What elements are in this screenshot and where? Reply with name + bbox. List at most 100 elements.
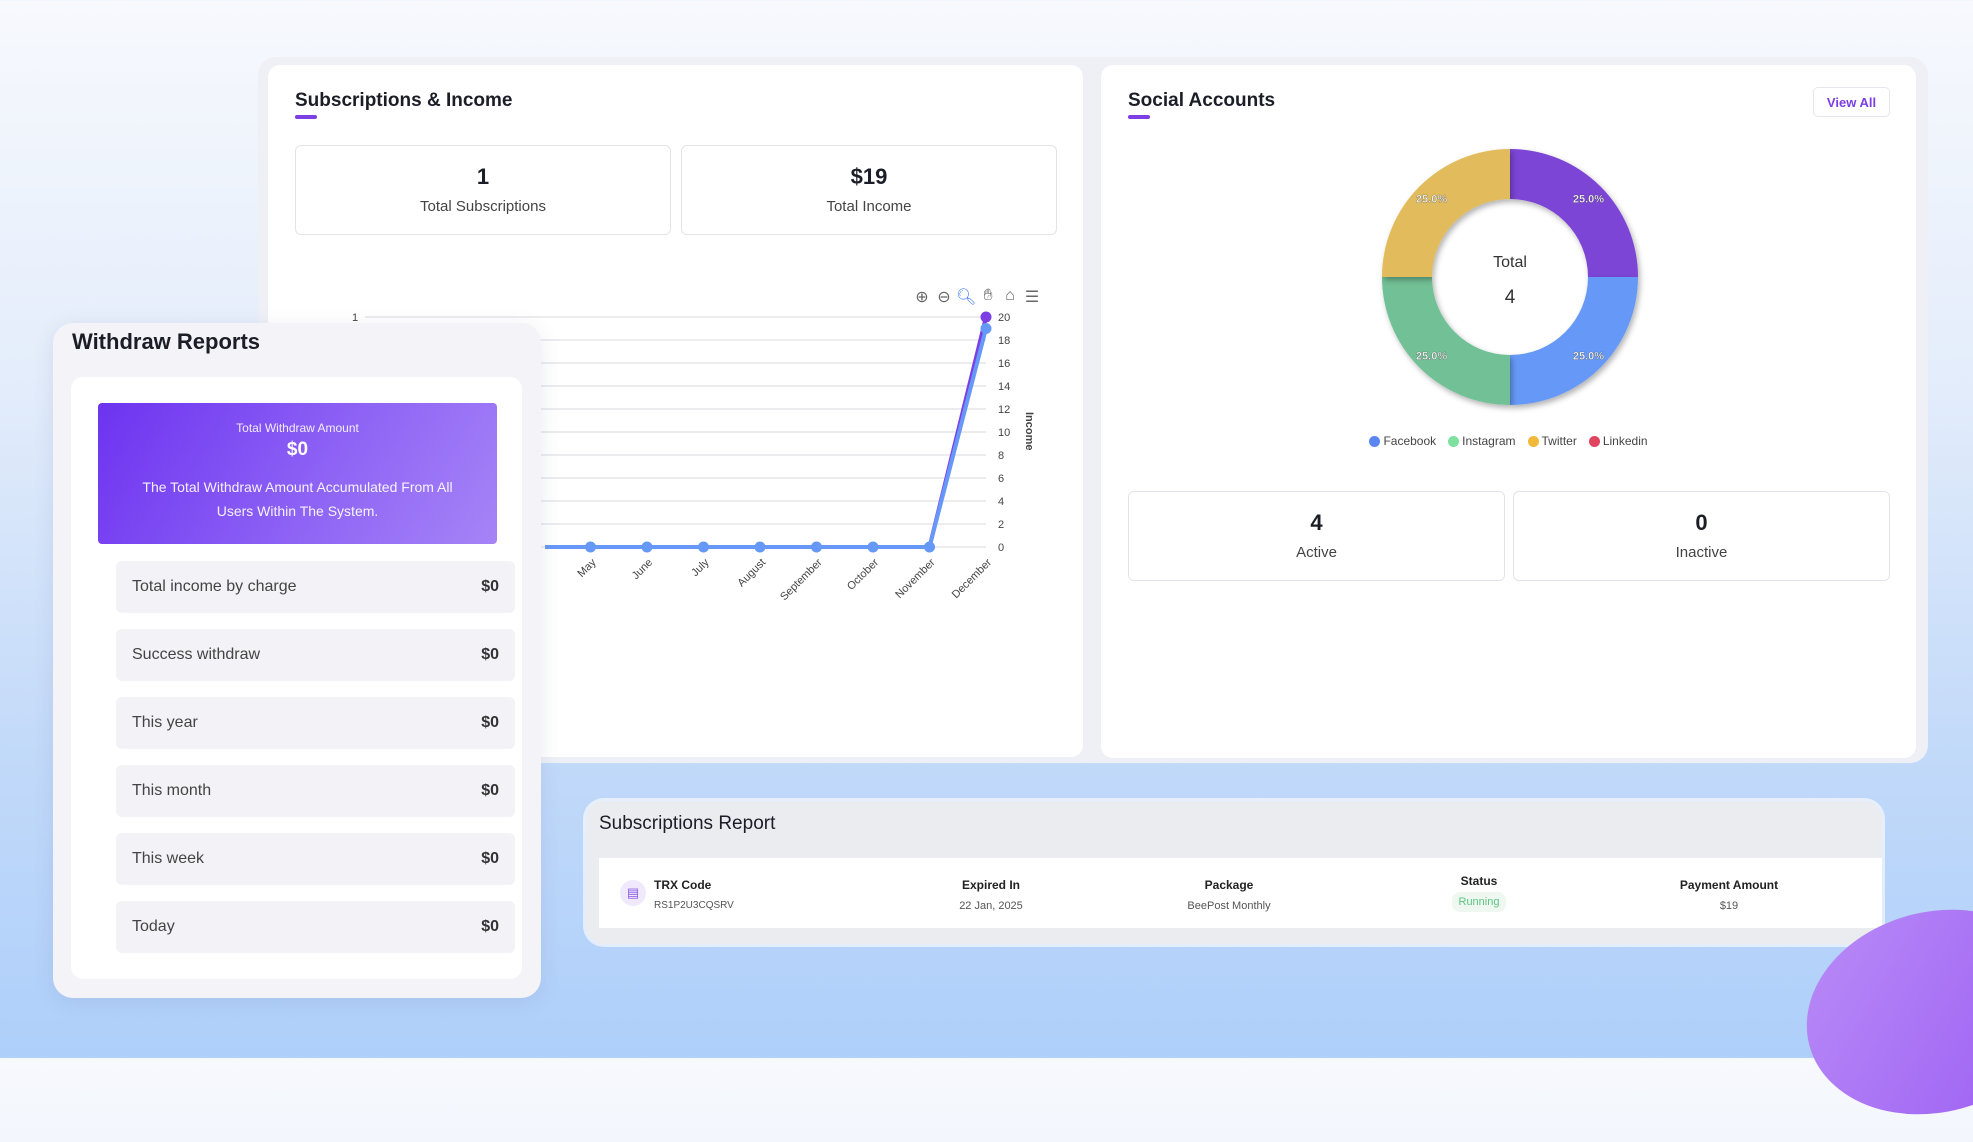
cell-value: 22 Jan, 2025 — [959, 900, 1023, 912]
withdraw-reports-panel: Withdraw Reports Total Withdraw Amount $… — [53, 323, 541, 998]
zoom-in-icon[interactable]: ⊕ — [915, 289, 929, 306]
x-tick-label: December — [950, 556, 995, 601]
zoom-out-icon[interactable]: ⊖ — [937, 289, 951, 306]
right-tick-label: 10 — [998, 427, 1010, 439]
column-header: TRX Code — [654, 878, 712, 892]
row-value: $0 — [481, 782, 499, 799]
legend-dot — [1369, 435, 1381, 447]
right-tick-label: 8 — [998, 450, 1004, 462]
active-stat: 4 Active — [1128, 491, 1505, 581]
view-all-button[interactable]: View All — [1813, 87, 1890, 117]
reset-home-icon[interactable]: ⌂ — [1005, 287, 1015, 304]
legend-item[interactable]: Twitter — [1527, 434, 1577, 448]
row-value: $0 — [481, 714, 499, 731]
banner-value: $0 — [286, 439, 309, 460]
cell-value: RS1P2U3CQSRV — [654, 900, 734, 911]
series-line — [545, 327, 988, 549]
stat-value: $19 — [850, 164, 888, 189]
cell-value: BeePost Monthly — [1187, 900, 1271, 912]
data-point[interactable] — [980, 323, 992, 334]
legend-label: Twitter — [1541, 434, 1577, 448]
social-donut-chart: 25.0% 25.0% 25.0% 25.0% Total 4 — [1382, 149, 1638, 405]
stat-value: 1 — [476, 164, 490, 189]
x-tick-label: October — [845, 556, 881, 592]
x-tick-label: August — [735, 557, 768, 590]
row-label: This week — [132, 850, 205, 867]
right-tick-label: 6 — [998, 473, 1004, 485]
data-point[interactable] — [867, 541, 879, 553]
chart-toolbar: ⊕ ⊖ 🔍︎ ✋︎ ⌂ ☰ — [912, 287, 1042, 307]
row-label: Today — [132, 918, 175, 935]
withdraw-row: This year $0 — [116, 697, 515, 749]
donut-center-label: Total — [1493, 254, 1527, 271]
menu-icon[interactable]: ☰ — [1024, 289, 1040, 306]
withdraw-row: This week $0 — [116, 833, 515, 885]
pan-icon[interactable]: ✋︎ — [983, 287, 993, 304]
right-tick-label: 4 — [998, 496, 1004, 508]
x-tick-label: June — [630, 557, 655, 582]
stat-value: 0 — [1695, 510, 1708, 535]
expired-in-cell: Expired In 22 Jan, 2025 — [911, 878, 1071, 912]
data-point[interactable] — [754, 541, 766, 553]
trx-code-cell: TRX Code RS1P2U3CQSRV — [654, 878, 734, 911]
stat-label: Total Subscriptions — [420, 198, 546, 215]
column-header: Expired In — [961, 878, 1020, 892]
cell-value: $19 — [1719, 900, 1739, 912]
donut-slice[interactable] — [1382, 149, 1510, 277]
right-tick-label: 16 — [998, 358, 1010, 370]
donut-legend: Facebook Instagram Twitter Linkedin — [1101, 434, 1916, 448]
banner-description: The Total Withdraw Amount Accumulated Fr… — [142, 479, 453, 519]
title-underline — [1128, 115, 1150, 119]
x-tick-label: July — [689, 556, 712, 579]
column-header: Payment Amount — [1679, 878, 1779, 892]
banner-label: Total Withdraw Amount — [236, 421, 359, 435]
data-point[interactable] — [698, 541, 709, 553]
status-cell: Status Running — [1399, 874, 1559, 912]
legend-item[interactable]: Facebook — [1369, 434, 1436, 448]
data-point[interactable] — [585, 541, 596, 553]
right-tick-label: 14 — [998, 381, 1010, 393]
donut-slice[interactable] — [1510, 149, 1638, 277]
row-label: Total income by charge — [132, 578, 297, 595]
social-accounts-card: Social Accounts View All 25.0% 25.0% 25.0%… — [1101, 65, 1916, 758]
withdraw-row: Total income by charge $0 — [116, 561, 515, 613]
legend-item[interactable]: Instagram — [1448, 434, 1516, 448]
panel-title: Subscriptions Report — [599, 813, 776, 834]
legend-dot — [1527, 435, 1539, 447]
inactive-stat: 0 Inactive — [1513, 491, 1890, 581]
total-subscriptions-stat: 1 Total Subscriptions — [295, 145, 671, 235]
data-point[interactable] — [980, 311, 992, 323]
card-title: Subscriptions & Income — [295, 90, 513, 111]
donut-slice[interactable] — [1382, 277, 1510, 405]
legend-item[interactable]: Linkedin — [1588, 434, 1648, 448]
right-tick-label: 2 — [998, 519, 1004, 531]
legend-label: Instagram — [1462, 434, 1516, 448]
slice-label: 25.0% — [1416, 194, 1447, 206]
status-badge: Running — [1451, 892, 1507, 912]
total-income-stat: $19 Total Income — [681, 145, 1057, 235]
payment-amount-cell: Payment Amount $19 — [1649, 878, 1809, 912]
table-row[interactable]: ▤ TRX Code RS1P2U3CQSRV Expired In 22 Ja… — [599, 858, 1882, 928]
legend-dot — [1448, 435, 1460, 447]
withdraw-row: Today $0 — [116, 901, 515, 953]
selection-zoom-icon[interactable]: 🔍︎ — [956, 289, 977, 306]
card-title: Social Accounts — [1128, 90, 1276, 111]
data-point[interactable] — [641, 541, 653, 553]
withdraw-inner-card: Total Withdraw Amount $0 The Total Withd… — [71, 377, 522, 979]
row-value: $0 — [481, 646, 499, 663]
right-tick-label: 12 — [998, 404, 1010, 416]
x-tick-label: September — [778, 556, 825, 603]
donut-center-value: 4 — [1505, 287, 1516, 308]
right-tick-label: 20 — [998, 312, 1010, 324]
data-point[interactable] — [811, 541, 822, 553]
stat-label: Inactive — [1675, 544, 1728, 561]
withdraw-row: Success withdraw $0 — [116, 629, 515, 681]
row-value: $0 — [481, 918, 499, 935]
panel-title: Withdraw Reports — [72, 329, 261, 354]
right-tick-label: 18 — [998, 335, 1010, 347]
legend-label: Linkedin — [1602, 434, 1648, 448]
data-point[interactable] — [924, 541, 935, 553]
slice-label: 25.0% — [1573, 350, 1604, 362]
total-withdraw-banner: Total Withdraw Amount $0 The Total Withd… — [98, 403, 497, 544]
donut-slice[interactable] — [1510, 277, 1638, 405]
